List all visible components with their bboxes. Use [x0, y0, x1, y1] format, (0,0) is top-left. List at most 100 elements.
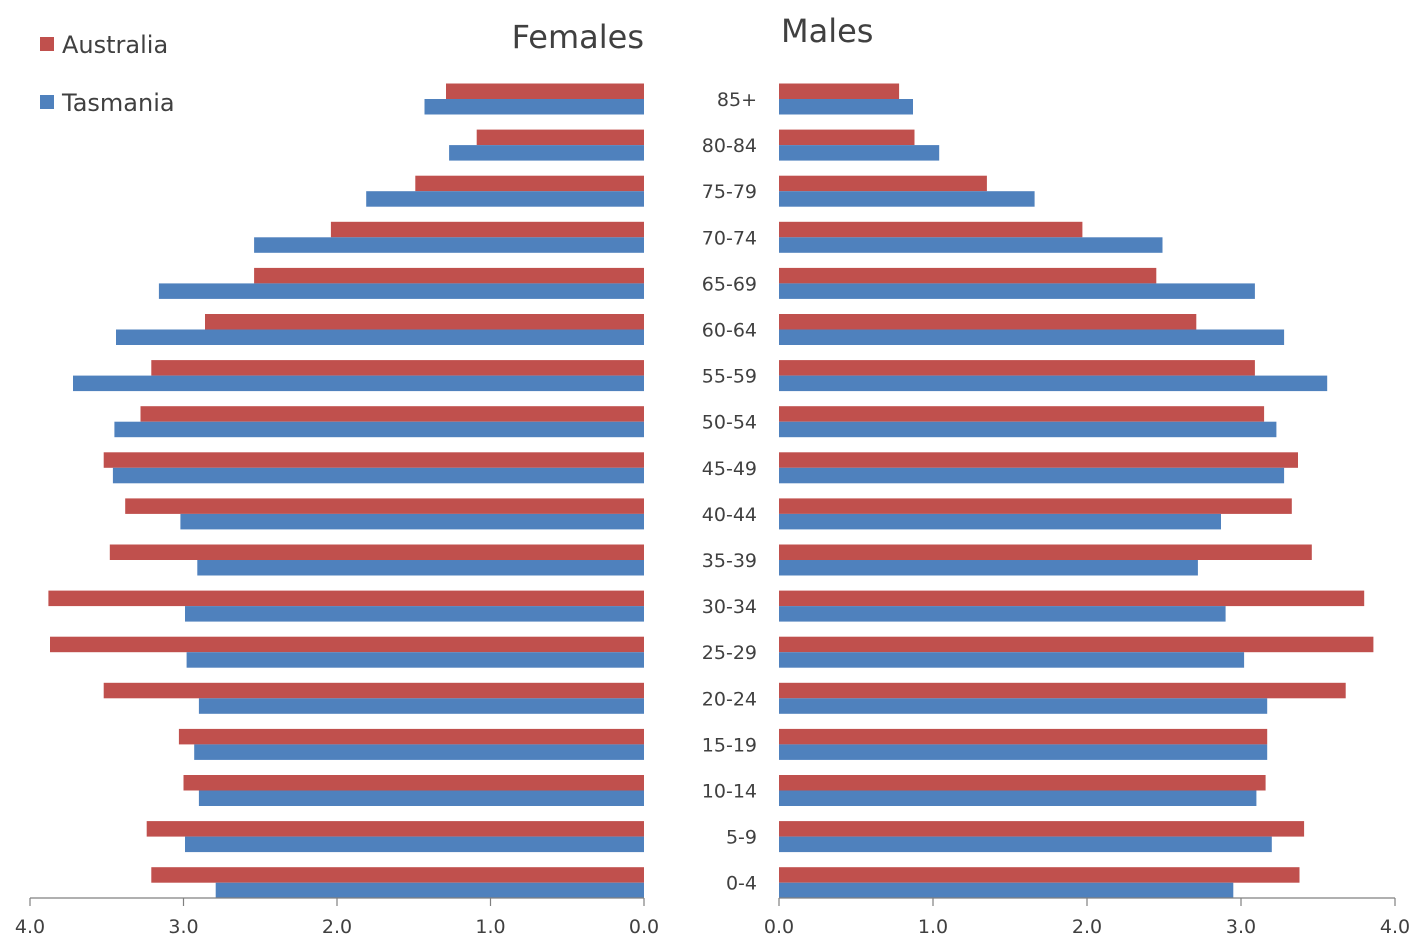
- age-group-label: 55-59: [702, 366, 757, 388]
- age-group-label: 10-14: [702, 781, 757, 803]
- bar-males-australia-85+: [779, 83, 900, 99]
- age-group-label: 45-49: [702, 458, 757, 480]
- bar-males-australia-35-39: [779, 544, 1312, 560]
- panel-title-females: Females: [512, 18, 644, 56]
- bar-females-australia-85+: [446, 83, 644, 99]
- bar-males-australia-40-44: [779, 498, 1292, 514]
- bar-males-australia-70-74: [779, 221, 1083, 238]
- panel-title-males: Males: [781, 12, 873, 50]
- bar-males-australia-30-34: [779, 590, 1365, 607]
- legend-label-australia: Australia: [62, 31, 168, 59]
- bar-males-tasmania-0-4: [779, 882, 1234, 899]
- bar-females-australia-5-9: [146, 821, 644, 837]
- age-group-label: 0-4: [726, 873, 757, 895]
- bar-males-australia-50-54: [779, 406, 1265, 422]
- age-group-label: 15-19: [702, 734, 757, 756]
- bar-males-tasmania-55-59: [779, 375, 1328, 392]
- bar-females-tasmania-30-34: [185, 606, 644, 622]
- axes: 0.0 1.0 2.0 3.0 4.0 0.0 1.0 2.0 3.0 4.0: [15, 897, 1410, 938]
- x-tick-label: 3.0: [168, 916, 198, 938]
- legend-swatch-australia: [40, 37, 54, 51]
- x-tick-label: 1.0: [918, 916, 948, 938]
- age-group-label: 65-69: [702, 273, 757, 295]
- bar-females-tasmania-35-39: [197, 560, 645, 576]
- bar-females-tasmania-75-79: [366, 191, 644, 207]
- bar-males-australia-15-19: [779, 728, 1268, 745]
- bar-females-australia-55-59: [151, 360, 645, 376]
- bar-females-tasmania-40-44: [180, 513, 644, 530]
- x-tick-label: 1.0: [475, 916, 505, 938]
- bar-females-australia-40-44: [125, 498, 644, 514]
- age-group-label: 50-54: [702, 412, 757, 434]
- bar-males-tasmania-50-54: [779, 421, 1277, 438]
- age-group-label: 75-79: [702, 181, 757, 203]
- bar-males-australia-25-29: [779, 636, 1374, 653]
- bar-females-australia-60-64: [205, 314, 644, 330]
- bar-males-australia-20-24: [779, 682, 1346, 699]
- bar-females-australia-65-69: [254, 267, 644, 284]
- bar-males-tasmania-65-69: [779, 283, 1255, 299]
- bar-females-tasmania-0-4: [215, 882, 644, 899]
- x-tick-label: 0.0: [764, 916, 794, 938]
- bar-males-australia-55-59: [779, 360, 1255, 376]
- age-group-label: 30-34: [702, 596, 757, 618]
- bar-females-australia-70-74: [330, 221, 644, 238]
- bar-females-australia-45-49: [103, 452, 644, 468]
- age-group-label: 85+: [717, 89, 757, 111]
- bar-males-australia-5-9: [779, 821, 1305, 837]
- x-tick-label: 0.0: [629, 916, 659, 938]
- bar-males-tasmania-70-74: [779, 237, 1163, 253]
- bar-males-tasmania-75-79: [779, 191, 1035, 207]
- bar-females-australia-25-29: [50, 636, 644, 653]
- bar-males-australia-65-69: [779, 267, 1157, 284]
- bar-males-tasmania-5-9: [779, 836, 1272, 853]
- bar-males-tasmania-85+: [779, 99, 913, 115]
- bar-males-tasmania-15-19: [779, 744, 1268, 760]
- bar-males-tasmania-30-34: [779, 606, 1226, 622]
- bar-females-tasmania-10-14: [198, 790, 644, 806]
- bar-males-tasmania-35-39: [779, 560, 1198, 576]
- x-tick-label: 3.0: [1226, 916, 1256, 938]
- x-tick-label: 2.0: [322, 916, 352, 938]
- bar-females-australia-50-54: [140, 406, 644, 422]
- legend-label-tasmania: Tasmania: [61, 89, 175, 117]
- bar-females-tasmania-60-64: [116, 329, 644, 345]
- bar-females-australia-20-24: [103, 682, 644, 699]
- bar-males-tasmania-80-84: [779, 145, 940, 161]
- bar-males-australia-45-49: [779, 452, 1298, 468]
- age-group-label: 80-84: [702, 135, 757, 157]
- bar-females-tasmania-15-19: [194, 744, 644, 760]
- bar-males-australia-80-84: [779, 129, 915, 146]
- bar-females-tasmania-70-74: [254, 237, 644, 253]
- bar-females-tasmania-45-49: [112, 467, 644, 484]
- bar-males-tasmania-40-44: [779, 513, 1221, 530]
- bar-males-tasmania-20-24: [779, 698, 1268, 714]
- bar-females-australia-30-34: [48, 590, 644, 607]
- bar-females-australia-0-4: [151, 867, 645, 883]
- age-group-label: 25-29: [702, 642, 757, 664]
- bar-females-australia-80-84: [476, 129, 644, 146]
- age-group-label: 35-39: [702, 550, 757, 572]
- bar-females-tasmania-85+: [424, 99, 644, 115]
- bar-females-australia-35-39: [109, 544, 645, 560]
- bar-females-australia-15-19: [178, 728, 644, 745]
- x-tick-label: 4.0: [1380, 916, 1410, 938]
- age-group-labels: 0-4 5-9 10-14 15-19 20-24 25-29 30-34 35-39 40-4…: [702, 89, 757, 895]
- panel-titles: Females Males: [512, 12, 874, 56]
- legend: Australia Tasmania: [40, 31, 175, 117]
- bar-females-tasmania-20-24: [198, 698, 644, 714]
- age-group-label: 20-24: [702, 688, 757, 710]
- bar-females-tasmania-50-54: [114, 421, 644, 438]
- bar-males-australia-10-14: [779, 775, 1266, 791]
- x-tick-label: 2.0: [1072, 916, 1102, 938]
- bar-females-tasmania-55-59: [73, 375, 644, 392]
- bar-females-tasmania-80-84: [449, 145, 644, 161]
- bar-males-tasmania-60-64: [779, 329, 1285, 345]
- legend-swatch-tasmania: [40, 95, 54, 109]
- bar-females-tasmania-5-9: [185, 836, 644, 853]
- age-group-label: 40-44: [702, 504, 757, 526]
- x-tick-label: 4.0: [15, 916, 45, 938]
- bar-males-tasmania-45-49: [779, 467, 1285, 484]
- age-group-label: 60-64: [702, 320, 757, 342]
- bar-females-tasmania-65-69: [158, 283, 644, 299]
